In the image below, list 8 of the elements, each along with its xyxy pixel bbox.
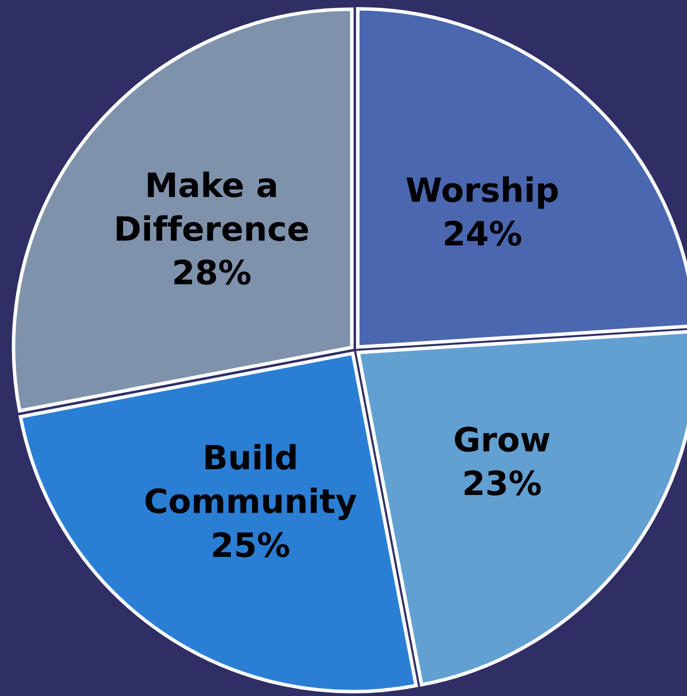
slice-label: Worship: [406, 176, 558, 209]
data-label: 23%: [464, 470, 541, 496]
data-label: 25%: [213, 532, 290, 558]
data-label: 24%: [445, 220, 522, 246]
slice-label: Build Community: [145, 444, 357, 520]
data-label: 28%: [174, 260, 250, 285]
slice-label: Make a Difference: [116, 172, 308, 242]
slice-label: Grow: [454, 426, 550, 452]
